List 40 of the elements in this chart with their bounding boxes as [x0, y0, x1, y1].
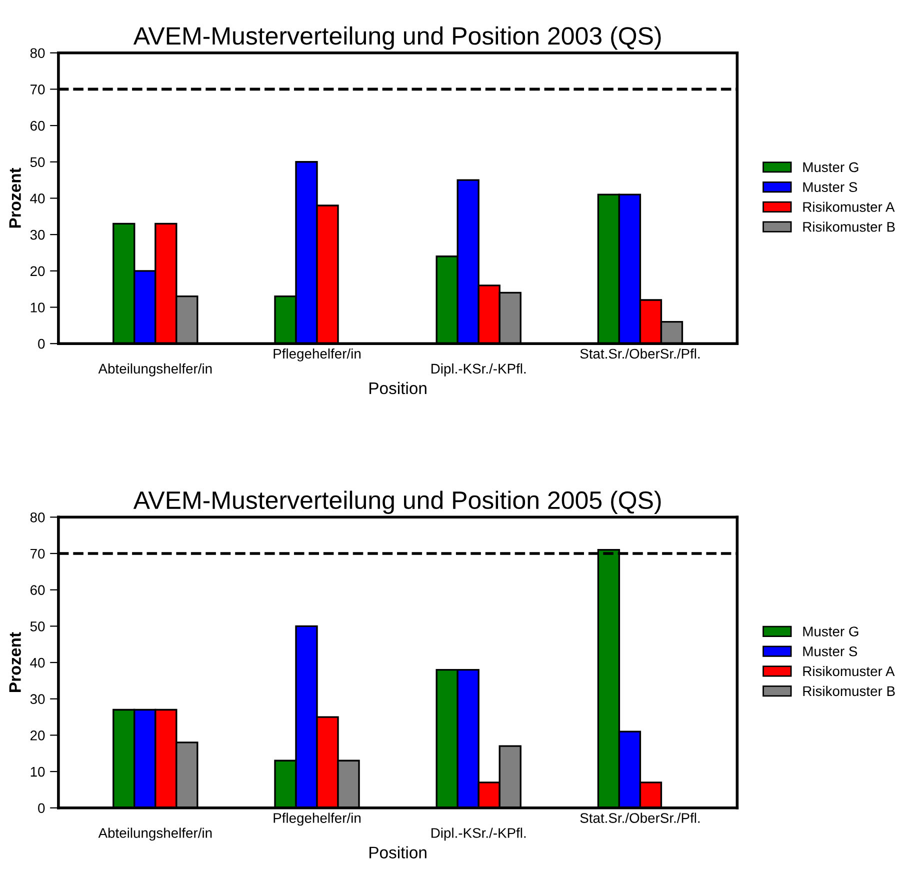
y-tick-label: 20 [30, 730, 45, 740]
legend-label: Risikomuster A [803, 666, 895, 676]
chart-title: AVEM-Musterverteilung und Position 2005 (QS) [133, 490, 661, 514]
y-tick-label: 80 [30, 48, 45, 58]
y-tick-label: 40 [30, 658, 45, 668]
legend-label: Risikomuster B [803, 222, 895, 232]
y-tick-label: 20 [30, 266, 45, 276]
y-tick-label: 0 [38, 803, 45, 814]
x-tick-label: Abteilungshelfer/in [98, 363, 212, 376]
legend-label: Muster G [803, 626, 858, 636]
y-tick-label: 80 [30, 512, 45, 522]
x-tick-label: Pflegehelfer/in [274, 812, 360, 826]
chart-title: AVEM-Musterverteilung und Position 2003 (QS) [133, 26, 661, 50]
y-axis-title: Prozent [9, 632, 21, 692]
y-tick-label: 0 [38, 338, 45, 349]
x-tick-label: Dipl.-KSr./-KPfl. [432, 828, 526, 841]
y-tick-label: 70 [30, 548, 45, 559]
y-tick-label: 50 [30, 157, 45, 168]
y-tick-label: 10 [30, 302, 45, 312]
y-axis-title: Prozent [9, 168, 21, 228]
legend-label: Risikomuster B [803, 686, 895, 696]
x-axis-title: Position [370, 846, 426, 858]
legend-label: Muster S [803, 182, 858, 192]
x-tick-label: Stat.Sr./OberSr./Pfl. [580, 348, 700, 359]
legend-label: Muster G [803, 162, 858, 172]
y-tick-label: 10 [30, 766, 45, 777]
y-tick-label: 60 [30, 585, 45, 595]
y-tick-label: 70 [30, 84, 45, 94]
x-tick-label: Stat.Sr./OberSr./Pfl. [580, 812, 700, 823]
legend-label: Risikomuster A [803, 202, 895, 212]
y-tick-label: 30 [30, 230, 45, 240]
x-axis-title: Position [370, 382, 426, 394]
y-tick-label: 60 [30, 120, 45, 131]
legend-label: Muster S [803, 646, 858, 656]
y-tick-label: 30 [30, 694, 45, 704]
x-tick-label: Pflegehelfer/in [274, 348, 360, 362]
y-tick-label: 40 [30, 194, 45, 204]
x-tick-label: Abteilungshelfer/in [98, 828, 212, 841]
y-tick-label: 50 [30, 622, 45, 632]
x-tick-label: Dipl.-KSr./-KPfl. [432, 363, 526, 376]
